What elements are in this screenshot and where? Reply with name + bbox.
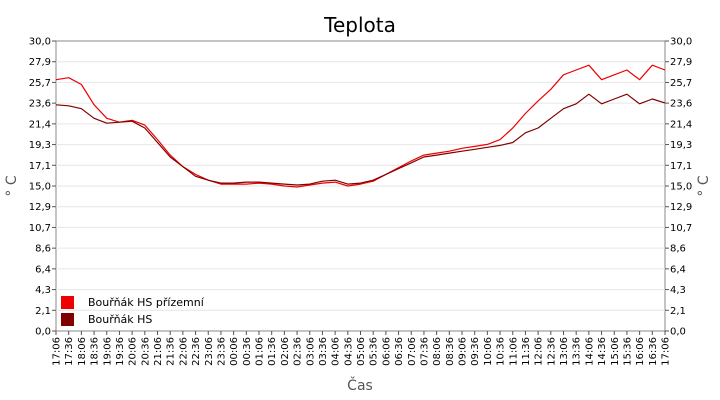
x-tick-label: 18:06 — [77, 337, 88, 366]
x-tick-label: 15:36 — [622, 337, 633, 366]
y-tick-label-right: 15,0 — [670, 182, 692, 193]
series-lines — [55, 64, 666, 188]
y-tick-label-left: 23,6 — [29, 99, 51, 110]
legend-label-series-1: Bouřňák HS přízemní — [88, 296, 205, 309]
x-tick-label: 23:06 — [204, 337, 215, 366]
y-tick-label-right: 19,3 — [670, 140, 692, 151]
x-tick-label: 03:36 — [318, 337, 329, 366]
legend-swatch-series-1 — [61, 296, 74, 309]
x-tick-label: 07:36 — [419, 337, 430, 366]
x-tick-label: 11:36 — [521, 337, 532, 366]
y-tick-label-right: 27,9 — [670, 57, 692, 68]
legend-label-series-2: Bouřňák HS — [88, 313, 152, 326]
x-tick-label: 11:06 — [508, 337, 519, 366]
y-tick-label-left: 15,0 — [29, 182, 51, 193]
y-tick-label-right: 23,6 — [670, 99, 692, 110]
series-line-1 — [55, 64, 666, 188]
y-tick-label-left: 12,9 — [29, 202, 51, 213]
x-tick-label: 10:06 — [483, 337, 494, 366]
x-tick-label: 02:36 — [293, 337, 304, 366]
x-tick-label: 12:06 — [534, 337, 545, 366]
x-axis-ticks: 17:06 17:36 18:06 18:36 19:06 19:36 20:06 20:36… — [52, 331, 672, 366]
y-axis-right-ticks: 0,0 2,1 4,3 6,4 8,6 10,7 12,9 15,0 17,1 19,3 21,4 2… — [665, 37, 692, 338]
y-tick-label-left: 10,7 — [29, 223, 51, 234]
x-tick-label: 19:36 — [115, 337, 126, 366]
x-tick-label: 21:36 — [166, 337, 177, 366]
x-tick-label: 00:06 — [229, 337, 240, 366]
y-tick-label-right: 2,1 — [670, 306, 686, 317]
y-tick-label-right: 0,0 — [670, 327, 686, 338]
x-tick-label: 19:06 — [102, 337, 113, 366]
x-tick-label: 09:36 — [470, 337, 481, 366]
x-tick-label: 17:36 — [64, 337, 75, 366]
x-tick-label: 21:06 — [153, 337, 164, 366]
y-tick-label-left: 6,4 — [35, 264, 51, 275]
x-tick-label: 04:36 — [343, 337, 354, 366]
x-tick-label: 16:36 — [648, 337, 659, 366]
y-axis-left-ticks: 0,0 2,1 4,3 6,4 8,6 10,7 12,9 15,0 17,1 19,3 21,4 2… — [29, 37, 56, 338]
x-tick-label: 17:06 — [52, 337, 63, 366]
y-tick-label-right: 4,3 — [670, 285, 686, 296]
x-tick-label: 09:06 — [458, 337, 469, 366]
x-tick-label: 20:06 — [128, 337, 139, 366]
x-tick-label: 01:36 — [267, 337, 278, 366]
y-tick-label-left: 30,0 — [29, 37, 51, 48]
y-tick-label-right: 8,6 — [670, 244, 686, 255]
y-tick-label-left: 19,3 — [29, 140, 51, 151]
x-tick-label: 12:36 — [546, 337, 557, 366]
x-tick-label: 10:36 — [496, 337, 507, 366]
y-tick-label-right: 30,0 — [670, 37, 692, 48]
x-tick-label: 16:06 — [635, 337, 646, 366]
y-tick-label-left: 0,0 — [35, 327, 51, 338]
x-tick-label: 06:36 — [394, 337, 405, 366]
y-tick-label-left: 2,1 — [35, 306, 51, 317]
x-tick-label: 04:06 — [331, 337, 342, 366]
x-tick-label: 23:36 — [216, 337, 227, 366]
x-tick-label: 06:06 — [381, 337, 392, 366]
y-tick-label-left: 21,4 — [29, 119, 51, 130]
x-tick-label: 20:36 — [140, 337, 151, 366]
grid — [56, 61, 665, 311]
y-tick-label-left: 4,3 — [35, 285, 51, 296]
legend: Bouřňák HS přízemní Bouřňák HS — [61, 296, 205, 326]
x-tick-label: 22:36 — [191, 337, 202, 366]
x-tick-label: 05:36 — [369, 337, 380, 366]
x-axis-title: Čas — [347, 376, 373, 394]
x-tick-label: 17:06 — [661, 337, 672, 366]
x-tick-label: 02:06 — [280, 337, 291, 366]
x-tick-label: 18:36 — [90, 337, 101, 366]
x-tick-label: 22:06 — [178, 337, 189, 366]
y-tick-label-right: 12,9 — [670, 202, 692, 213]
x-tick-label: 03:06 — [305, 337, 316, 366]
y-tick-label-left: 8,6 — [35, 244, 51, 255]
y-tick-label-left: 27,9 — [29, 57, 51, 68]
x-tick-label: 13:36 — [572, 337, 583, 366]
x-tick-label: 05:06 — [356, 337, 367, 366]
y-tick-label-right: 25,7 — [670, 78, 692, 89]
y-tick-label-right: 6,4 — [670, 264, 686, 275]
y-axis-title-right: ° C — [696, 175, 712, 196]
y-tick-label-right: 17,1 — [670, 161, 692, 172]
x-tick-label: 08:06 — [432, 337, 443, 366]
series-line-2 — [55, 93, 666, 186]
y-tick-label-right: 10,7 — [670, 223, 692, 234]
y-tick-label-left: 25,7 — [29, 78, 51, 89]
x-tick-label: 14:36 — [597, 337, 608, 366]
x-tick-label: 13:06 — [559, 337, 570, 366]
x-tick-label: 01:06 — [255, 337, 266, 366]
y-tick-label-right: 21,4 — [670, 119, 692, 130]
x-tick-label: 15:06 — [610, 337, 621, 366]
y-axis-title-left: ° C — [4, 175, 20, 196]
x-tick-label: 07:06 — [407, 337, 418, 366]
x-tick-label: 08:36 — [445, 337, 456, 366]
x-tick-label: 14:06 — [584, 337, 595, 366]
y-tick-label-left: 17,1 — [29, 161, 51, 172]
legend-swatch-series-2 — [61, 313, 74, 326]
x-tick-label: 00:36 — [242, 337, 253, 366]
chart-title: Teplota — [323, 13, 396, 37]
